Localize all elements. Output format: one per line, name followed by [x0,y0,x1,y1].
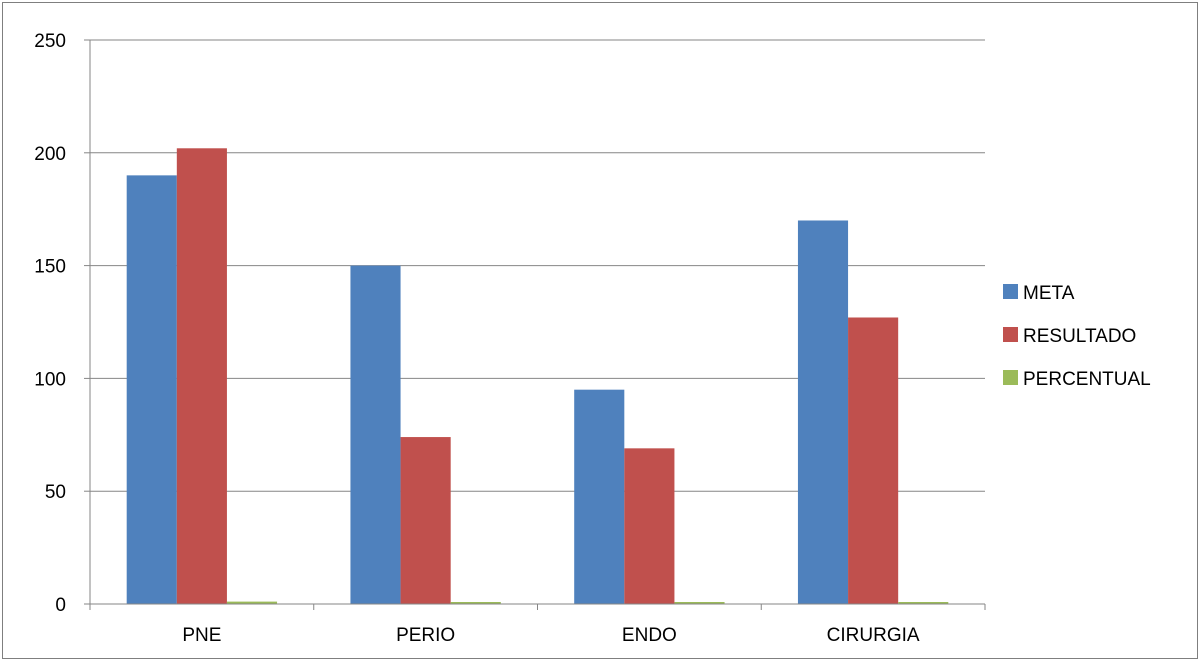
bar-meta-endo [574,389,625,604]
y-tick-label: 200 [34,144,66,165]
legend-swatch-meta [1003,284,1018,299]
axes [84,39,986,610]
bar-percentual-perio [450,602,501,604]
bar-meta-cirurgia [797,220,849,605]
y-tick-label: 0 [55,595,66,616]
legend-swatch-percentual [1003,370,1018,385]
bar-percentual-cirurgia [898,602,949,604]
y-tick-labels: 0 50 100 150 200 250 [34,31,66,616]
legend-label-meta: META [1023,283,1075,304]
y-tick-label: 250 [34,31,66,52]
category-label: ENDO [622,625,677,646]
bar-percentual-pne [226,601,278,604]
bar-resultado-cirurgia [848,317,899,604]
bar-meta-pne [126,175,177,605]
y-tick-label: 100 [34,369,66,390]
category-label: PERIO [396,625,455,646]
y-tick-label: 50 [45,482,66,503]
bar-resultado-endo [624,448,675,604]
category-label: CIRURGIA [827,625,920,646]
bars [126,148,949,605]
legend: META RESULTADO PERCENTUAL [1003,283,1151,390]
category-label: PNE [182,625,221,646]
x-category-labels: PNE PERIO ENDO CIRURGIA [182,625,920,646]
bar-meta-perio [350,265,401,604]
legend-label-resultado: RESULTADO [1023,326,1136,347]
bar-resultado-perio [400,437,451,604]
bar-percentual-endo [674,602,725,604]
legend-label-percentual: PERCENTUAL [1023,369,1151,390]
y-tick-label: 150 [34,257,66,278]
legend-swatch-resultado [1003,327,1018,342]
bar-resultado-pne [176,148,227,604]
